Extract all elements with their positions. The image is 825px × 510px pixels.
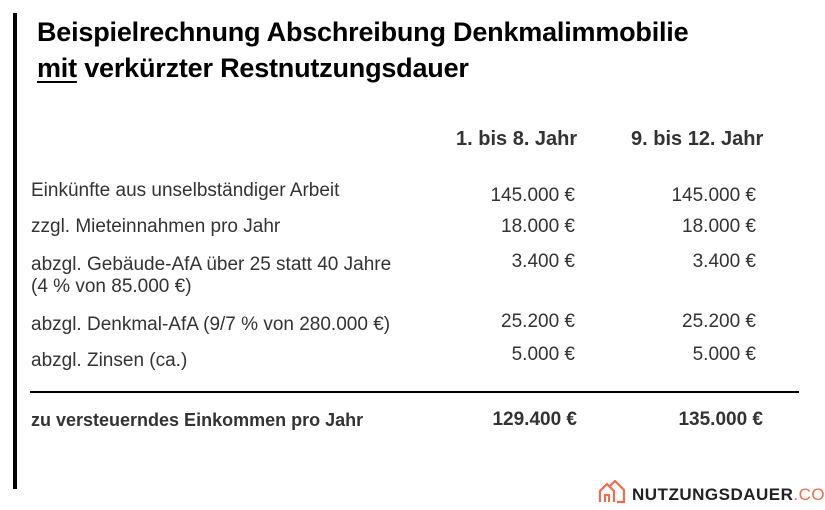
row-value-col2: 145.000 € xyxy=(671,185,756,206)
title-emphasis: mit xyxy=(37,53,77,83)
row-label: abzgl. Zinsen (ca.) xyxy=(31,350,188,371)
total-value-col1: 129.400 € xyxy=(492,409,577,430)
column-header-years-1-8: 1. bis 8. Jahr xyxy=(456,128,578,150)
row-value-col2: 18.000 € xyxy=(682,216,756,237)
row-label: abzgl. Denkmal-AfA (9/7 % von 280.000 €) xyxy=(31,314,391,335)
row-value-col1: 5.000 € xyxy=(511,344,575,365)
row-label-line2: (4 % von 85.000 €) xyxy=(31,276,192,297)
row-value-col2: 3.400 € xyxy=(692,251,756,272)
title-line-1: Beispielrechnung Abschreibung Denkmalimm… xyxy=(37,17,689,47)
row-value-col1: 25.200 € xyxy=(501,311,575,332)
row-value-col2: 25.200 € xyxy=(682,311,756,332)
total-value-col2: 135.000 € xyxy=(678,409,763,430)
total-label: zu versteuerndes Einkommen pro Jahr xyxy=(31,410,364,430)
logo-tld: .COM xyxy=(793,484,825,504)
accent-left-bar xyxy=(13,13,17,489)
house-outline-icon xyxy=(598,479,626,509)
row-value-col2: 5.000 € xyxy=(692,344,756,365)
logo-name: NUTZUNGSDAUER xyxy=(632,484,794,504)
page-title: Beispielrechnung Abschreibung Denkmalimm… xyxy=(37,14,689,86)
row-label: abzgl. Gebäude-AfA über 25 statt 40 Jahr… xyxy=(31,254,392,275)
row-label: zzgl. Mieteinnahmen pro Jahr xyxy=(31,216,281,237)
brand-logo: NUTZUNGSDAUER.COM xyxy=(598,479,825,509)
title-line-2: verkürzter Restnutzungsdauer xyxy=(76,53,469,83)
row-value-col1: 3.400 € xyxy=(511,251,575,272)
row-value-col1: 18.000 € xyxy=(501,216,575,237)
row-value-col1: 145.000 € xyxy=(490,185,575,206)
column-header-years-9-12: 9. bis 12. Jahr xyxy=(631,128,764,150)
logo-wordmark: NUTZUNGSDAUER.COM xyxy=(632,485,825,505)
row-label: Einkünfte aus unselbständiger Arbeit xyxy=(31,180,340,201)
total-divider xyxy=(30,391,799,393)
